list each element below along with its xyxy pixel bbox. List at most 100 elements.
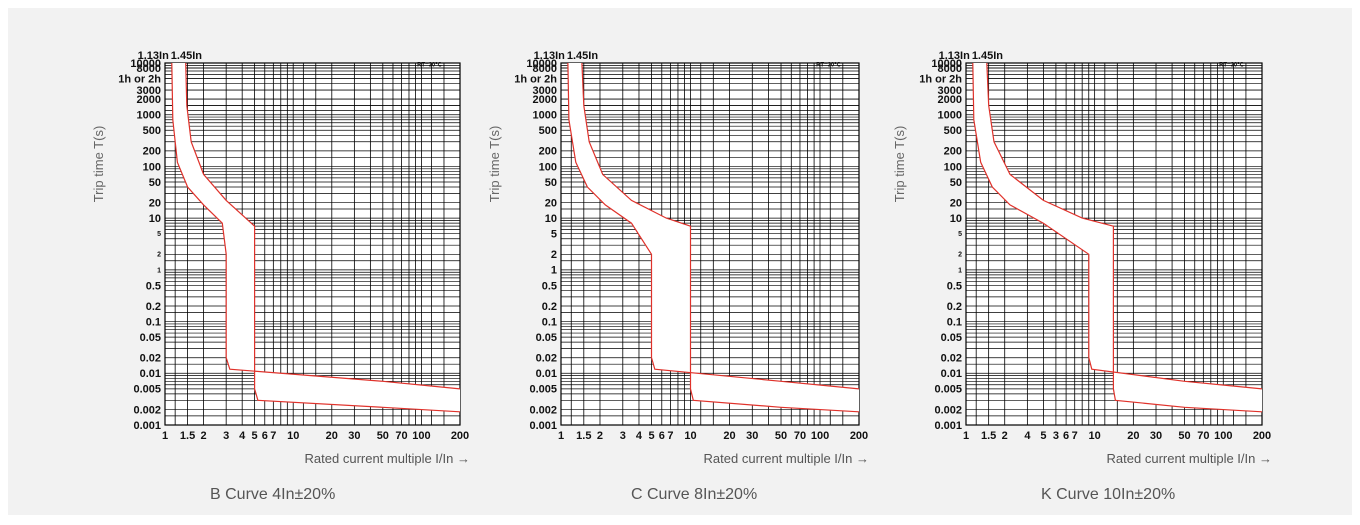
top-label: 1.45In	[171, 50, 202, 62]
x-tick-label: 4	[636, 430, 643, 442]
x-tick-label: 6	[262, 430, 268, 442]
y-tick-label: 0.1	[542, 316, 557, 328]
y-tick-label: 200	[944, 146, 962, 158]
x-tick-label: 5	[1040, 430, 1046, 442]
y-tick-label: 0.02	[536, 353, 557, 365]
curve-lower	[567, 62, 860, 390]
y-tick-label: 2	[551, 249, 557, 261]
y-tick-label: 2000	[137, 94, 161, 106]
y-tick-label: 2000	[533, 94, 557, 106]
plot-area	[560, 62, 860, 426]
x-tick-label: 100	[811, 430, 829, 442]
y-tick-label: 0.01	[941, 368, 962, 380]
y-tick-label: 500	[143, 125, 161, 137]
y-tick-label: 0.02	[941, 353, 962, 365]
y-tick-label: 3000	[533, 85, 557, 97]
x-tick-label: 200	[451, 430, 469, 442]
x-tick-label: 30	[746, 430, 758, 442]
x-tick-label: 200	[1253, 430, 1271, 442]
y-tick-label: 100	[143, 161, 161, 173]
x-tick-label: 50	[377, 430, 389, 442]
y-tick-label: 0.002	[133, 404, 161, 416]
x-tick-label: 100	[412, 430, 430, 442]
x-tick-label: 6	[1063, 430, 1069, 442]
x-tick-label: 70	[1197, 430, 1209, 442]
top-label: 1.45In	[567, 50, 598, 62]
y-tick-label: 0.5	[146, 280, 161, 292]
x-tick-label: 1	[963, 430, 969, 442]
y-tick-label: 0.2	[146, 301, 161, 313]
x-axis-label: Rated current multiple I/In →	[305, 451, 470, 466]
y-tick-label: 1000	[137, 110, 161, 122]
y-axis-label: Trip time T(s)	[892, 126, 907, 203]
y-tick-label: 8000	[533, 63, 557, 75]
y-tick-label: 0.001	[529, 420, 557, 432]
y-tick-label: 0.05	[941, 332, 962, 344]
y-tick-label: 10000	[130, 58, 161, 70]
annotation-label: RT=30°C	[1219, 63, 1245, 69]
curve-lower	[171, 62, 461, 390]
y-tick-label: 3000	[137, 85, 161, 97]
y-tick-label: 0.05	[536, 332, 557, 344]
y-tick-label: 50	[545, 177, 557, 189]
y-tick-label: 1h or 2h	[514, 73, 557, 85]
x-tick-label: 2	[1002, 430, 1008, 442]
y-tick-label: 0.5	[542, 280, 557, 292]
x-tick-label: 20	[723, 430, 735, 442]
tolerance-band	[171, 63, 461, 412]
x-tick-label: 70	[794, 430, 806, 442]
x-tick-label: 70	[395, 430, 407, 442]
y-tick-label: 0.02	[140, 353, 161, 365]
x-tick-label: 1	[162, 430, 168, 442]
x-tick-label: 10	[684, 430, 696, 442]
y-axis-label: Trip time T(s)	[487, 126, 502, 203]
x-tick-label: 6	[659, 430, 665, 442]
y-tick-label: 0.002	[934, 404, 962, 416]
annotation-label: RT=30°C	[417, 63, 443, 69]
y-tick-label: 2	[157, 252, 161, 259]
y-tick-label: 0.001	[133, 420, 161, 432]
x-tick-label: 1.5	[981, 430, 996, 442]
x-tick-label: 3	[620, 430, 626, 442]
curve-upper	[986, 62, 1263, 413]
y-tick-label: 10	[545, 213, 557, 225]
x-tick-label: 20	[326, 430, 338, 442]
charts-panel: 10000 8000 1h or 2h 3000 2000 1000 500 200 100 50…	[8, 8, 1352, 515]
curve-lower	[972, 62, 1263, 390]
x-tick-label: 7	[270, 430, 276, 442]
y-tick-label: 1h or 2h	[118, 73, 161, 85]
x-tick-label: 4	[1024, 430, 1031, 442]
y-tick-label: 8000	[137, 63, 161, 75]
y-tick-label: 0.1	[146, 316, 161, 328]
x-tick-label: 3	[223, 430, 229, 442]
x-tick-label: 2	[201, 430, 207, 442]
y-tick-label: 0.005	[529, 384, 557, 396]
x-tick-label: 7	[667, 430, 673, 442]
x-tick-label: 50	[775, 430, 787, 442]
y-tick-label: 10	[149, 213, 161, 225]
y-tick-label: 500	[944, 125, 962, 137]
annotation-label: RT=30°C	[816, 63, 842, 69]
y-tick-label: 0.2	[542, 301, 557, 313]
y-tick-label: 0.002	[529, 404, 557, 416]
y-tick-label: 0.01	[140, 368, 161, 380]
x-tick-label: 100	[1214, 430, 1232, 442]
y-tick-label: 5	[551, 229, 557, 241]
y-tick-label: 1	[551, 265, 557, 277]
curve-upper	[581, 62, 860, 413]
x-tick-label: 20	[1127, 430, 1139, 442]
x-axis-label: Rated current multiple I/In →	[704, 451, 869, 466]
x-tick-label: 7	[1072, 430, 1078, 442]
y-tick-label: 2	[958, 252, 962, 259]
y-tick-label: 200	[539, 146, 557, 158]
x-tick-label: 5	[252, 430, 258, 442]
y-axis-label: Trip time T(s)	[91, 126, 106, 203]
y-tick-label: 1	[157, 267, 161, 274]
top-label: 1.13In	[138, 50, 169, 62]
x-tick-label: 10	[287, 430, 299, 442]
x-tick-label: 30	[348, 430, 360, 442]
x-tick-label: 1.5	[180, 430, 195, 442]
x-tick-label: 4	[239, 430, 246, 442]
